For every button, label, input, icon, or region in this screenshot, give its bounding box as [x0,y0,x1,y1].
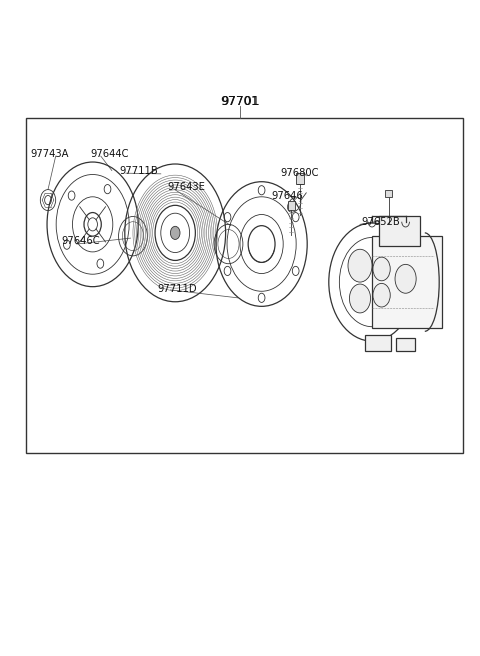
Bar [288,201,295,210]
Bar [365,335,391,351]
Text: 97652B: 97652B [361,217,400,228]
Text: 97646: 97646 [272,191,303,201]
Circle shape [349,284,371,313]
Text: 97644C: 97644C [90,148,129,159]
Text: 97711B: 97711B [119,166,158,176]
Circle shape [170,226,180,239]
Bar [379,216,420,246]
Bar [26,118,463,453]
Text: 97701: 97701 [220,95,260,108]
Bar [396,338,415,351]
Circle shape [395,264,416,293]
Bar [385,190,392,197]
Circle shape [373,257,390,281]
Text: 97680C: 97680C [280,167,319,178]
Bar [372,236,442,328]
Text: 97711D: 97711D [157,283,197,294]
Text: 97701: 97701 [221,95,259,108]
Text: 97743A: 97743A [30,148,69,159]
Text: 97646C: 97646C [61,236,100,247]
Circle shape [373,283,390,307]
Bar [296,173,304,184]
Text: 97643E: 97643E [168,182,205,192]
Circle shape [348,249,372,282]
